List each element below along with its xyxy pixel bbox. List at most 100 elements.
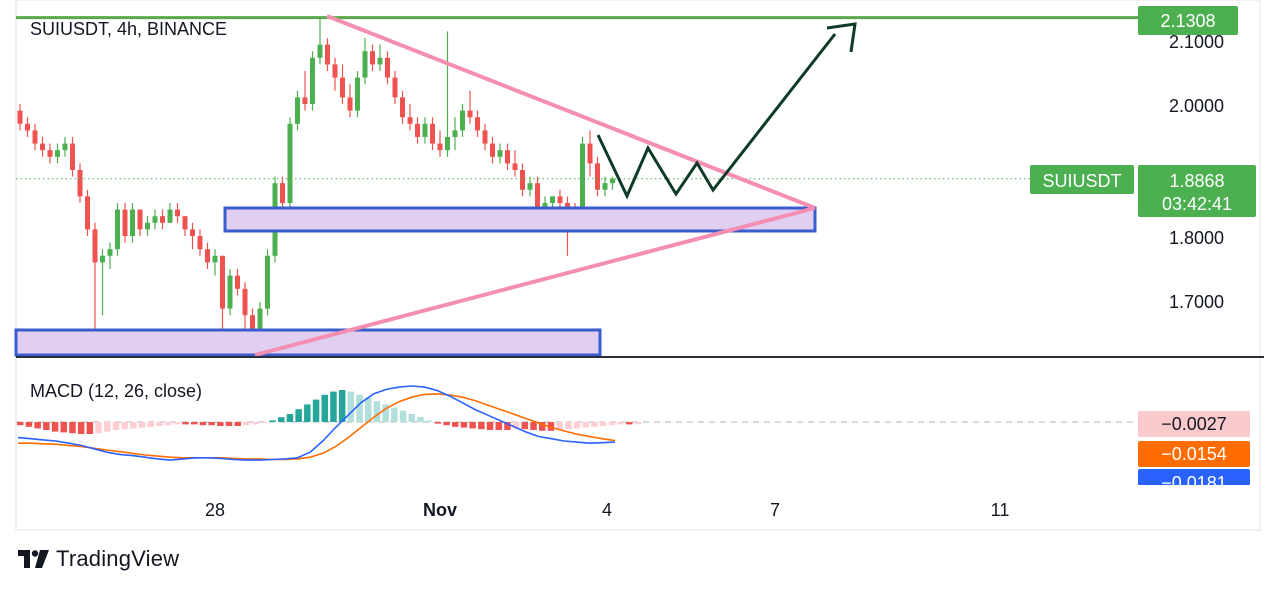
candle-body [565, 203, 570, 210]
x-tick-label: 11 [991, 500, 1010, 520]
candle-body [377, 57, 383, 65]
drawings-layer[interactable] [14, 14, 1138, 357]
macd-histogram-bar [77, 422, 85, 434]
candle-body [70, 143, 75, 170]
macd-histogram-bar [373, 401, 381, 422]
macd-histogram-bar [504, 422, 511, 430]
macd-histogram-bar [617, 422, 624, 425]
macd-histogram-bar [382, 404, 389, 422]
last-price-badge [1138, 165, 1256, 217]
candle-body [40, 143, 45, 151]
macd-histogram-bar [304, 404, 311, 422]
candle-body [287, 123, 293, 203]
candle-body [400, 97, 405, 118]
candle-body [145, 222, 150, 230]
candle-body [512, 163, 518, 170]
top-level-value: 2.1308 [1160, 11, 1215, 31]
price-pane[interactable] [17, 18, 616, 342]
candle-body [430, 123, 435, 144]
candle-body [497, 150, 503, 157]
macd-histogram-bar [278, 417, 285, 422]
x-tick-label: 4 [602, 500, 612, 520]
candle-body [160, 216, 165, 223]
candle-body [190, 229, 195, 236]
macd-title: MACD (12, 26, close) [30, 381, 202, 401]
candle-body [250, 315, 255, 329]
candle-body [47, 150, 53, 157]
candle-body [115, 209, 120, 250]
macd-histogram-bar [217, 422, 224, 426]
macd-histogram-bar [43, 422, 50, 430]
macd-histogram-bar [138, 422, 146, 428]
macd-histogram-bar [286, 414, 294, 422]
macd-histogram-bar [478, 422, 485, 430]
candle-body [460, 110, 465, 131]
macd-histogram-bar [408, 414, 415, 422]
macd-pane[interactable] [16, 385, 1138, 461]
macd-histogram-bar [434, 422, 442, 424]
macd-histogram-bar [599, 422, 607, 426]
macd-histogram-bar [199, 422, 207, 426]
chart-frame [15, 0, 1261, 531]
macd-histogram-bar [225, 422, 233, 426]
macd-histogram-bar [191, 422, 198, 425]
candle-body [137, 209, 143, 230]
candle-body [415, 123, 420, 137]
macd-histogram-bar [60, 422, 67, 433]
macd-histogram-bar [591, 422, 598, 427]
candle-body [77, 170, 83, 197]
macd-histogram-bar [452, 422, 459, 427]
triangle-upper-trendline [326, 14, 816, 210]
macd-histogram-bar [95, 422, 102, 434]
candle-body [355, 77, 360, 111]
candle-body [17, 110, 23, 124]
candle-body [100, 255, 105, 263]
support-zone-upper [223, 206, 817, 233]
candle-body [182, 216, 188, 230]
macd-histogram-bar [469, 422, 476, 429]
macd-histogram-bar [234, 422, 241, 426]
candle-body [92, 229, 98, 263]
macd-histogram-bar [399, 410, 407, 422]
x-tick-label: 28 [205, 500, 225, 520]
macd-histogram-bar [391, 407, 398, 422]
macd-histogram-bar [295, 409, 302, 422]
macd-histogram-bar [495, 422, 502, 430]
projection-path [596, 33, 837, 200]
candle-body [407, 117, 413, 124]
y-tick-label: 1.8000 [1169, 228, 1224, 248]
macd-histogram-bar [365, 398, 372, 422]
candle-body [167, 209, 173, 223]
candle-body [527, 183, 533, 190]
macd-histogram-bar [34, 422, 41, 429]
candle-body [482, 130, 488, 144]
macd-histogram-bar [608, 422, 616, 426]
candle-body [392, 77, 398, 98]
macd-histogram-bar [321, 394, 328, 422]
x-tick-label: Nov [423, 500, 457, 520]
macd-histogram-bar [164, 422, 172, 426]
brand-name: TradingView [56, 546, 180, 571]
candle-body [505, 150, 510, 164]
candle-body [595, 163, 600, 190]
candle-body [175, 209, 180, 217]
candle-body [55, 150, 60, 157]
candle-body [280, 183, 285, 203]
macd-histogram-bar [130, 422, 137, 429]
macd-histogram-bar [208, 422, 215, 426]
tradingview-logo[interactable]: TradingView [18, 546, 179, 572]
candle-body [302, 97, 308, 104]
candle-body [467, 110, 473, 118]
candle-body [445, 137, 450, 151]
candle-body [370, 51, 375, 65]
candle-body [25, 123, 30, 131]
candle-body [475, 117, 480, 131]
macd-histogram-bar [86, 422, 94, 434]
macd-histogram-bar [51, 422, 59, 432]
macd-histogram-bar [565, 422, 572, 430]
candle-body [310, 57, 315, 104]
macd-histogram-bar [573, 422, 581, 429]
histogram-value: −0.0027 [1161, 414, 1227, 434]
